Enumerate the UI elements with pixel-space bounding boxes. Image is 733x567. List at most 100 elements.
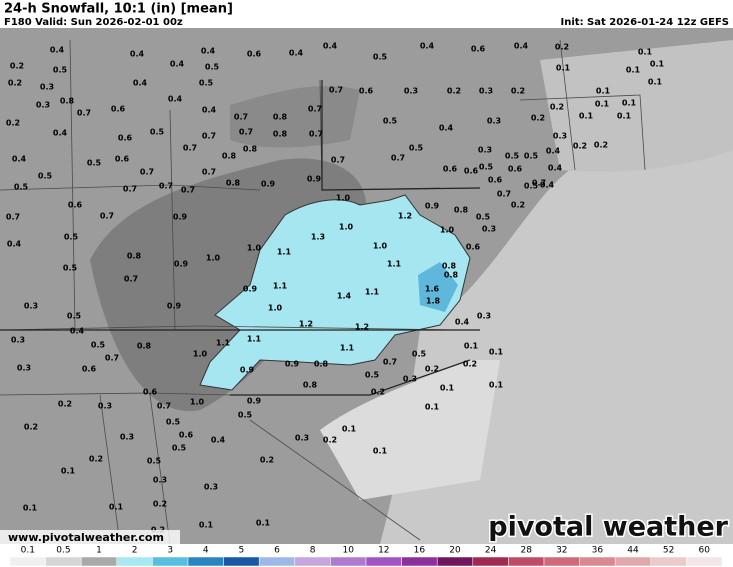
colorbar-tick-label: 12 — [378, 546, 389, 556]
colorbar-tick-label: 28 — [520, 546, 532, 556]
map-value: 0.5 — [476, 213, 491, 222]
map-value: 0.5 — [87, 159, 102, 168]
map-value: 0.9 — [173, 213, 188, 222]
colorbar-tick-label: 1 — [96, 546, 102, 556]
map-value: 0.2 — [555, 43, 569, 52]
map-value: 0.3 — [11, 336, 25, 345]
map-value: 0.6 — [143, 388, 158, 397]
map-value: 0.8 — [222, 152, 237, 161]
map-labels: 0.4 0.4 0.4 0.4 0.6 0.4 0.4 0.5 0.4 0.6 0.4 0.2 0.1 0… — [6, 42, 665, 535]
snow-field — [418, 262, 458, 312]
map-value: 0.8 — [442, 262, 457, 271]
map-value: 0.1 — [650, 60, 665, 69]
map-value: 0.4 — [439, 124, 454, 133]
map-value: 0.2 — [463, 360, 477, 369]
map-value: 0.5 — [63, 264, 78, 273]
map-value: 0.1 — [342, 425, 357, 434]
map-value: 0.9 — [285, 360, 300, 369]
map-value: 0.6 — [82, 365, 97, 374]
map-value: 0.2 — [24, 423, 38, 432]
map-value: 0.1 — [199, 521, 214, 530]
site-url: www.pivotalweather.com — [8, 531, 164, 544]
map-value: 0.7 — [124, 275, 138, 284]
colorbar-swatch — [258, 556, 296, 567]
snow-field — [199, 194, 471, 391]
map-value: 0.1 — [617, 112, 632, 121]
map — [0, 28, 733, 545]
colorbar-swatch — [508, 556, 545, 567]
colorbar-swatch — [472, 556, 509, 567]
map-value: 0.4 — [168, 95, 183, 104]
map-value: 0.4 — [130, 50, 145, 59]
map-value: 0.6 — [443, 165, 458, 174]
colorbar-tick-label: 24 — [485, 546, 497, 556]
map-value: 0.3 — [120, 433, 134, 442]
map-value: 0.2 — [89, 455, 103, 464]
colorbar-swatch — [614, 556, 652, 567]
colorbar-swatch — [80, 556, 118, 567]
map-value: 0.3 — [295, 434, 309, 443]
colorbar-swatch — [330, 556, 367, 567]
colorbar-tick-label: 10 — [342, 546, 354, 556]
map-value: 0.4 — [455, 318, 470, 327]
map-value: 0.2 — [511, 201, 525, 210]
map-value: 0.4 — [7, 240, 22, 249]
map-value: 0.8 — [60, 97, 75, 106]
map-value: 1.0 — [206, 254, 221, 263]
map-value: 0.4 — [133, 79, 148, 88]
colorbar-swatch — [152, 556, 189, 567]
map-value: 0.2 — [10, 62, 24, 71]
map-value: 0.6 — [464, 167, 479, 176]
map-value: 0.9 — [425, 202, 440, 211]
map-value: 0.8 — [127, 252, 142, 261]
map-value: 1.0 — [440, 226, 455, 235]
map-value: 0.4 — [12, 155, 27, 164]
map-value: 0.8 — [454, 206, 469, 215]
map-value: 0.7 — [329, 86, 343, 95]
light-field — [540, 40, 733, 172]
map-value: 0.1 — [638, 48, 653, 57]
map-value: 0.5 — [91, 341, 106, 350]
map-value: 1.1 — [277, 248, 292, 257]
map-value: 0.3 — [40, 83, 54, 92]
map-value: 0.9 — [307, 175, 322, 184]
state-lines — [0, 80, 481, 396]
map-value: 0.7 — [183, 144, 197, 153]
map-value: 0.8 — [444, 271, 459, 280]
map-value: 0.7 — [239, 128, 253, 137]
title: 24-h Snowfall, 10:1 (in) [mean] — [4, 2, 233, 17]
map-value: 0.5 — [67, 312, 82, 321]
colorbar-tick-label: 5 — [239, 546, 245, 556]
colorbar-swatch — [365, 556, 402, 567]
dark-band — [230, 85, 360, 148]
colorbar-tick-label: 6 — [274, 546, 280, 556]
map-value: 0.1 — [373, 447, 388, 456]
colorbar-tick-label: 16 — [414, 546, 426, 556]
map-value: 0.4 — [514, 42, 529, 51]
map-value: 0.1 — [622, 99, 637, 108]
map-value: 0.5 — [38, 172, 53, 181]
map-value: 0.1 — [256, 519, 271, 528]
map-value: 1.0 — [247, 244, 262, 253]
map-value: 1.1 — [247, 335, 262, 344]
map-value: 0.8 — [314, 360, 329, 369]
map-value: 0.1 — [596, 87, 611, 96]
map-value: 0.2 — [260, 456, 274, 465]
map-value: 0.6 — [118, 134, 133, 143]
brand-logo: pivotal weather — [488, 512, 728, 543]
map-value: 0.5 — [505, 152, 520, 161]
map-value: 0.5 — [166, 418, 181, 427]
colorbar-swatch — [579, 556, 616, 567]
map-value: 0.7 — [308, 105, 322, 114]
colorbar-swatch — [294, 556, 331, 567]
map-value: 0.1 — [61, 467, 76, 476]
map-value: 1.8 — [426, 297, 441, 306]
map-value: 0.3 — [24, 302, 38, 311]
map-value: 0.2 — [58, 400, 72, 409]
map-value: 0.9 — [240, 366, 255, 375]
map-value: 0.6 — [471, 45, 486, 54]
map-value: 0.4 — [53, 129, 68, 138]
map-value: 0.4 — [70, 327, 85, 336]
map-value: 0.1 — [579, 112, 594, 121]
colorbar-tick-label: 2 — [132, 546, 138, 556]
